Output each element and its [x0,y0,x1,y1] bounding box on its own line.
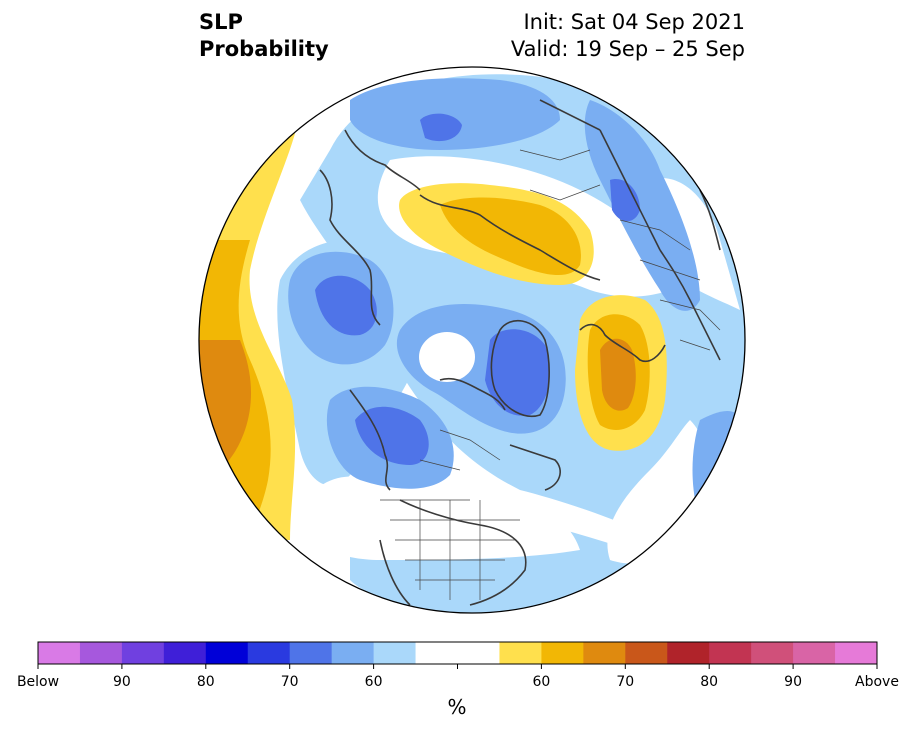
date-info: Init: Sat 04 Sep 2021 Valid: 19 Sep – 25… [511,9,745,63]
colorbar-swatch [499,642,542,664]
below-70-greenland [485,329,550,416]
below-70-canada [355,406,429,465]
colorbar-swatch [625,642,668,664]
colorbar-swatch [247,642,291,664]
colorbar-swatch [541,642,584,664]
colorbar-tick-label: 80 [700,674,719,690]
colorbar-swatch [793,642,836,664]
valid-label: Valid: 19 Sep – 25 Sep [510,37,745,61]
chart-title: SLP Probability [199,9,329,63]
colorbar-swatch [457,642,500,664]
below-70-east [610,179,640,222]
below-70-west [315,275,377,336]
colorbar-tick-label: 60 [364,674,383,690]
neutral-region-southwest [300,476,580,560]
colorbar-swatch [415,642,458,664]
colorbar-tick-label: 90 [784,674,803,690]
below-60-northtop [350,78,560,150]
colorbar-tick-label: 70 [616,674,635,690]
colorbar-tick-label: 70 [280,674,299,690]
colorbar-tick-label: Above [855,674,899,690]
variable-label: SLP [199,10,243,34]
colorbar-swatch [38,642,81,664]
colorbar-swatch [751,642,794,664]
colorbar-swatch [121,642,165,664]
above-65-siberia [440,197,581,276]
colorbar-swatch [583,642,626,664]
colorbar-swatch [373,642,417,664]
colorbar-swatch [709,642,752,664]
colorbar-swatch [289,642,333,664]
coastlines [319,99,721,606]
colorbar-tick-label: 90 [112,674,131,690]
neutral-pole [419,332,475,382]
colorbar-tick-label: 80 [196,674,215,690]
colorbar-swatch [835,642,878,664]
polar-map [198,66,746,614]
colorbar-unit: % [447,695,467,719]
colorbar-swatch [79,642,123,664]
colorbar-tick-label: Below [16,674,60,690]
colorbar-tick-label: 60 [532,674,551,690]
colorbar-swatch [667,642,710,664]
colorbar-swatch [331,642,375,664]
below-70-north [420,113,462,142]
product-label: Probability [199,37,329,61]
init-label: Init: Sat 04 Sep 2021 [523,10,745,34]
above-70-atlantic [600,338,636,411]
colorbar-swatch [163,642,207,664]
political-borders [380,149,721,600]
map-boundary [198,66,746,614]
below-60-northeast [584,100,700,311]
colorbar-swatch [205,642,249,664]
probability-field [199,67,745,613]
